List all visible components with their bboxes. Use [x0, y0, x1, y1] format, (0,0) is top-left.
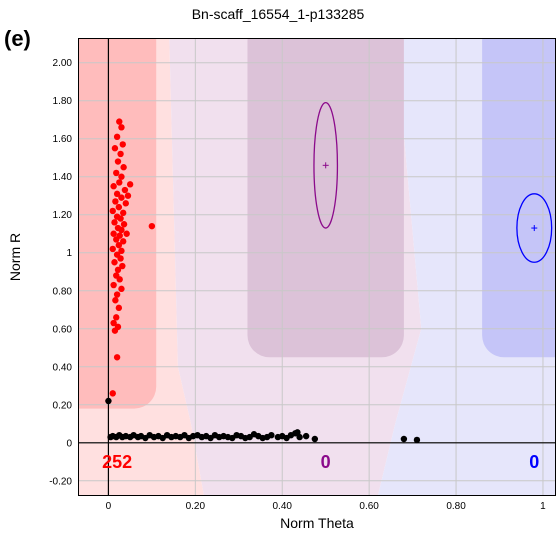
data-point [296, 433, 303, 441]
data-point [113, 133, 121, 141]
genotype-regions [78, 38, 556, 496]
x-tick-label: 0.60 [359, 501, 379, 512]
data-point [148, 222, 156, 230]
data-point [118, 173, 125, 180]
data-point [119, 262, 126, 270]
data-point [124, 192, 132, 199]
data-point [112, 198, 119, 205]
y-tick-label: 1.40 [53, 172, 73, 183]
data-point [126, 181, 134, 188]
data-point [105, 397, 112, 405]
cluster-count: 252 [102, 452, 132, 472]
data-point [111, 145, 119, 152]
data-point [111, 219, 118, 226]
y-tick-label: 0.80 [53, 286, 73, 297]
x-tick-label: 0.80 [446, 501, 466, 512]
y-tick-label: 1.80 [53, 96, 73, 107]
plot-area: 252 0 0 [78, 38, 556, 496]
data-point [118, 285, 125, 293]
cluster-count: 0 [321, 452, 331, 472]
data-point [294, 429, 301, 436]
y-tick-labels: -0.20 0 0.20 0.40 0.60 0.80 1 1.20 1.40 1.60 1.80 2… [49, 58, 72, 487]
data-point [302, 432, 310, 440]
data-point [400, 435, 408, 443]
y-tick-label: 2.00 [53, 58, 73, 69]
x-tick-label: 0 [106, 501, 112, 512]
region-blue-inner [482, 38, 556, 358]
data-point [110, 281, 117, 289]
x-tick-label: 0.40 [273, 501, 293, 512]
data-point [117, 150, 124, 158]
data-point [118, 226, 125, 234]
cluster-ellipse [313, 101, 339, 229]
x-tick-labels: 0 0.20 0.40 0.60 0.80 1 [106, 501, 547, 512]
y-tick-label: 0.60 [53, 324, 73, 335]
data-point [113, 190, 121, 198]
data-point [122, 200, 129, 207]
data-point [115, 241, 123, 249]
data-point [121, 186, 129, 194]
region-purple-inner [247, 38, 404, 358]
y-tick-label: -0.20 [49, 476, 72, 487]
data-point [311, 435, 319, 443]
data-point [115, 304, 123, 312]
y-tick-label: 0.40 [53, 362, 73, 373]
cluster-counts: 252 0 0 [102, 452, 539, 472]
data-point [113, 354, 121, 361]
data-point [117, 215, 124, 222]
chart-title: Bn-scaff_16554_1-p133285 [191, 6, 365, 22]
data-point [114, 266, 122, 274]
y-tick-label: 1.20 [53, 210, 73, 221]
data-point [117, 255, 124, 262]
x-tick-label: 0.20 [186, 501, 206, 512]
data-point [413, 436, 421, 444]
cluster-ellipse [516, 193, 553, 263]
data-point [119, 238, 127, 245]
data-point [110, 319, 117, 327]
y-tick-label: 1 [66, 248, 72, 259]
data-point [109, 245, 116, 253]
data-point [120, 164, 127, 171]
data-point [120, 221, 128, 228]
data-point [118, 247, 125, 255]
data-point [119, 141, 126, 148]
data-point [118, 194, 125, 201]
data-point [113, 169, 120, 177]
data-point [111, 327, 119, 334]
data-point [110, 230, 117, 237]
y-tick-label: 1.60 [53, 134, 73, 145]
data-point [116, 276, 123, 283]
y-tick-label: 0 [66, 438, 72, 449]
data-point [110, 183, 117, 190]
data-point [114, 158, 122, 165]
data-point [112, 297, 119, 304]
data-point [109, 390, 116, 397]
cluster-ellipses [313, 101, 553, 263]
y-axis-title: Norm R [7, 233, 23, 281]
data-point [268, 431, 275, 439]
data-point [119, 209, 127, 217]
zero-axes [78, 38, 556, 496]
panel-label: (e) [4, 26, 31, 51]
data-point [123, 230, 130, 237]
data-point [115, 203, 123, 211]
data-point [109, 207, 116, 215]
data-point [116, 118, 123, 125]
x-tick-label: 1 [540, 501, 546, 512]
x-axis-title: Norm Theta [280, 515, 354, 531]
data-point [113, 314, 120, 321]
data-point [113, 291, 121, 298]
data-points [105, 118, 421, 444]
data-point [111, 259, 118, 266]
data-point [113, 236, 120, 243]
cluster-count: 0 [529, 452, 539, 472]
data-point [118, 124, 125, 131]
data-point [116, 179, 123, 186]
y-tick-label: 0.20 [53, 400, 73, 411]
